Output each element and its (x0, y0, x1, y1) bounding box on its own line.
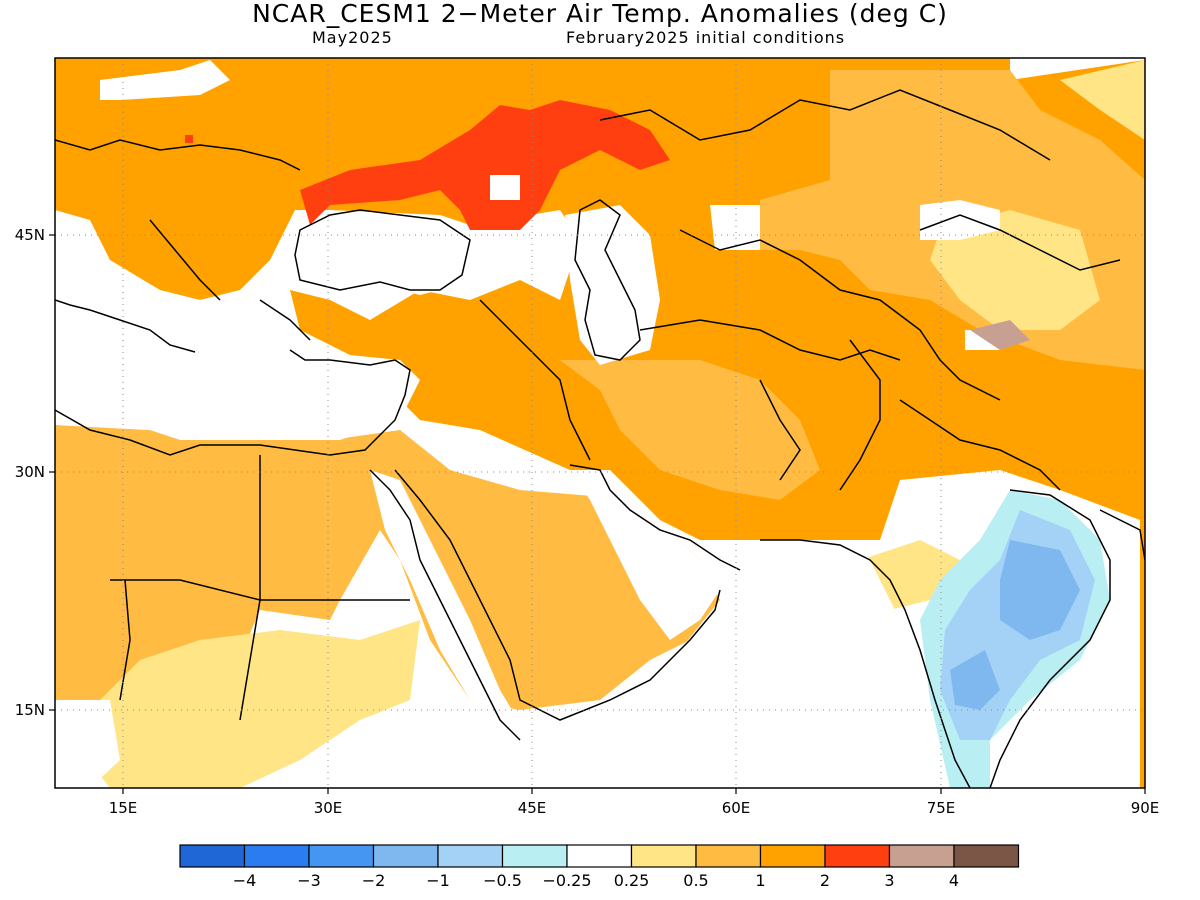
legend-swatch (759, 844, 826, 868)
lon-tick-30e: 30E (314, 799, 343, 817)
legend-label: 3 (884, 871, 894, 890)
legend-swatch (824, 844, 891, 868)
legend-label: −1 (426, 871, 450, 890)
legend-swatch (179, 844, 246, 868)
lon-tick-15e: 15E (109, 799, 138, 817)
target-month: May2025 (312, 28, 393, 47)
legend-label: 0.25 (614, 871, 650, 890)
legend-swatch (953, 844, 1020, 868)
lat-tick-30n: 30N (15, 463, 45, 481)
map-frame (54, 57, 1146, 789)
legend-swatch (308, 844, 375, 868)
legend-swatch (566, 844, 633, 868)
lat-tick-45n: 45N (15, 226, 45, 244)
legend-swatch (630, 844, 697, 868)
legend-label: 1 (755, 871, 765, 890)
coastlines (55, 89, 1145, 788)
legend-label: −0.25 (542, 871, 591, 890)
legend-swatch (888, 844, 955, 868)
lon-tick-45e: 45E (518, 799, 547, 817)
legend-label: −3 (297, 871, 321, 890)
lon-tick-90e: 90E (1131, 799, 1160, 817)
anomaly-map: 15E 30E 45E 60E 75E 90E 45N 30N 15N (15, 57, 1160, 817)
chart-title: NCAR_CESM1 2−Meter Air Temp. Anomalies (… (252, 0, 948, 28)
legend-swatches (179, 844, 1020, 868)
legend-swatch (501, 844, 568, 868)
legend-label: 0.5 (683, 871, 708, 890)
legend-label: −4 (233, 871, 257, 890)
legend-label: 2 (820, 871, 830, 890)
legend-label: 4 (949, 871, 959, 890)
legend-swatch (243, 844, 310, 868)
legend-label: −2 (362, 871, 386, 890)
initial-conditions: February2025 initial conditions (566, 28, 846, 47)
lon-tick-75e: 75E (927, 799, 956, 817)
legend-label: −0.5 (483, 871, 522, 890)
anomaly-fields (55, 58, 1145, 788)
legend-swatch (372, 844, 439, 868)
legend-labels: −4 −3 −2 −1 −0.5 −0.25 0.25 0.5 1 2 3 4 (233, 871, 959, 890)
lat-tick-15n: 15N (15, 701, 45, 719)
lon-tick-60e: 60E (722, 799, 751, 817)
legend-swatch (695, 844, 762, 868)
legend-swatch (437, 844, 504, 868)
